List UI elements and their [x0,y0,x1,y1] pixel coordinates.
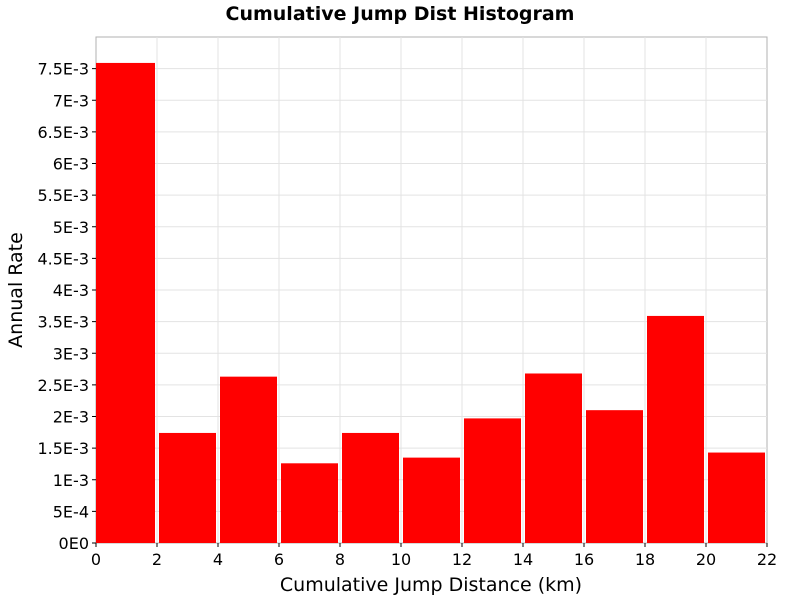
x-tick-label: 12 [452,550,472,569]
chart-title: Cumulative Jump Dist Histogram [226,3,575,25]
x-axis-label: Cumulative Jump Distance (km) [280,574,582,596]
histogram-bar [96,62,155,544]
histogram-bar [464,418,521,543]
x-tick-label: 18 [635,550,655,569]
histogram-bar [220,376,277,543]
histogram-bar [647,315,704,543]
histogram-bar [708,452,765,543]
y-tick-label: 5.5E-3 [37,186,89,205]
x-tick-label: 0 [91,550,101,569]
x-tick-label: 20 [696,550,716,569]
histogram-bars [96,62,765,544]
y-axis: 0E0 5E-4 1E-3 1.5E-3 2E-3 2.5E-3 3E-3 3.5E-3 4E-… [37,60,96,553]
y-tick-label: 6E-3 [53,155,89,174]
y-tick-label: 2E-3 [53,408,89,427]
x-tick-label: 22 [757,550,777,569]
y-tick-label: 5E-3 [53,218,89,237]
y-tick-label: 7.5E-3 [37,60,89,79]
histogram-bar [403,457,460,543]
y-tick-label: 6.5E-3 [37,123,89,142]
y-tick-label: 7E-3 [53,91,89,110]
x-tick-label: 2 [152,550,162,569]
y-tick-label: 0E0 [59,534,89,553]
x-tick-label: 4 [213,550,223,569]
histogram-bar [586,410,643,543]
x-axis: 0 2 4 6 8 10 12 14 16 18 20 22 [91,543,777,569]
y-tick-label: 4E-3 [53,281,89,300]
y-tick-label: 3.5E-3 [37,313,89,332]
x-tick-label: 6 [274,550,284,569]
y-tick-label: 2.5E-3 [37,376,89,395]
y-tick-label: 1.5E-3 [37,439,89,458]
x-tick-label: 8 [335,550,345,569]
y-axis-label: Annual Rate [5,232,27,348]
y-tick-label: 1E-3 [53,471,89,490]
grid-lines [96,37,767,543]
x-tick-label: 16 [574,550,594,569]
y-tick-label: 5E-4 [53,502,89,521]
histogram-bar [342,432,399,543]
x-tick-label: 10 [391,550,411,569]
y-tick-label: 4.5E-3 [37,249,89,268]
x-tick-label: 14 [513,550,533,569]
histogram-bar [159,432,216,543]
histogram-bar [281,463,338,543]
histogram-bar [525,373,582,543]
y-tick-label: 3E-3 [53,344,89,363]
